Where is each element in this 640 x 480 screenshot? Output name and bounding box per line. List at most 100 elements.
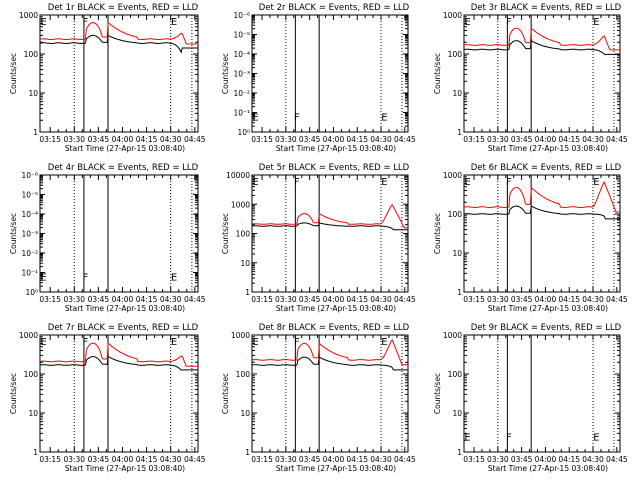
flag-f: F: [506, 17, 512, 28]
y-tick-label: 1: [33, 128, 38, 137]
x-tick-label: 03:30: [63, 295, 85, 304]
y-tick-label: 10: [28, 409, 38, 418]
y-tick-label: 1000: [443, 331, 462, 340]
x-tick-label: 03:45: [88, 135, 110, 144]
x-tick-label: 04:00: [535, 135, 557, 144]
y-tick-label: 1000: [231, 331, 250, 340]
series-line-lld: [463, 27, 620, 51]
y-tick-label: 10⁻⁴: [233, 50, 250, 59]
y-tick-label: 100: [448, 370, 463, 379]
panel-title: Det 4r BLACK = Events, RED = LLD: [48, 163, 199, 173]
y-tick-label: 1000: [443, 171, 462, 180]
x-tick-label: 04:30: [582, 295, 604, 304]
plot-frame: [39, 334, 199, 453]
flag-e: E: [40, 337, 46, 348]
plot-frame: [463, 334, 621, 453]
series-line-events: [463, 205, 620, 220]
flag-e: E: [381, 177, 387, 188]
y-tick-label: 1: [245, 288, 250, 297]
flag-f: F: [294, 337, 300, 348]
y-tick-label: 1000: [231, 200, 250, 209]
x-tick-label: 03:30: [487, 295, 509, 304]
y-tick-label: 10⁰: [25, 288, 38, 297]
x-tick-label: 04:15: [346, 295, 368, 304]
panel-title: Det 2r BLACK = Events, RED = LLD: [259, 3, 410, 13]
y-tick-label: 1000: [443, 11, 462, 20]
y-axis-label: Counts/sec: [433, 213, 442, 254]
y-tick-label: 100: [448, 50, 463, 59]
x-tick-label: 04:15: [558, 295, 580, 304]
flag-e: E: [381, 337, 387, 348]
panel-det-3r: Det 3r BLACK = Events, RED = LLD Counts/s…: [433, 3, 628, 153]
x-tick-label: 03:15: [463, 295, 485, 304]
flag-e: E: [252, 337, 258, 348]
x-tick-label: 04:45: [606, 295, 628, 304]
x-axis-label: Start Time (27-Apr-15 03:08:40): [488, 304, 608, 313]
y-tick-label: 100: [448, 210, 463, 219]
y-tick-label: 100: [236, 230, 251, 239]
series-line-lld: [39, 21, 198, 45]
y-axis-label: Counts/sec: [433, 373, 442, 414]
flag-e: E: [381, 112, 387, 123]
x-tick-label: 04:00: [112, 455, 134, 464]
x-tick-label: 04:00: [323, 295, 345, 304]
panel-title: Det 7r BLACK = Events, RED = LLD: [48, 323, 199, 333]
y-tick-label: 1000: [19, 331, 38, 340]
panel-det-5r: Det 5r BLACK = Events, RED = LLD Counts/s…: [221, 163, 416, 313]
x-tick-label: 04:30: [370, 295, 392, 304]
flag-e: E: [464, 17, 470, 28]
flag-e: E: [593, 177, 599, 188]
x-tick-label: 04:30: [160, 135, 182, 144]
x-tick-label: 03:15: [251, 455, 273, 464]
flag-f: F: [83, 272, 89, 283]
flag-e: E: [464, 432, 470, 443]
x-axis-label: Start Time (27-Apr-15 03:08:40): [65, 144, 185, 153]
panel-det-7r: Det 7r BLACK = Events, RED = LLD Counts/s…: [9, 323, 206, 473]
x-tick-label: 03:30: [63, 135, 85, 144]
y-tick-label: 1: [457, 128, 462, 137]
flag-e: E: [252, 112, 258, 123]
x-axis-label: Start Time (27-Apr-15 03:08:40): [276, 304, 396, 313]
panel-title: Det 8r BLACK = Events, RED = LLD: [259, 323, 410, 333]
x-tick-label: 03:45: [88, 295, 110, 304]
x-tick-label: 04:45: [606, 135, 628, 144]
y-tick-label: 100: [24, 370, 39, 379]
y-tick-label: 10⁻²: [21, 249, 38, 258]
x-tick-label: 04:45: [394, 455, 416, 464]
y-axis-label: Counts/sec: [221, 213, 230, 254]
y-tick-label: 1: [457, 448, 462, 457]
y-tick-label: 10⁻³: [233, 70, 250, 79]
y-axis-label: Counts/sec: [221, 373, 230, 414]
x-tick-label: 03:45: [299, 135, 321, 144]
y-tick-label: 1: [245, 448, 250, 457]
series-line-lld: [463, 181, 620, 213]
x-tick-label: 04:00: [535, 455, 557, 464]
x-tick-label: 04:15: [558, 455, 580, 464]
series-line-events: [251, 356, 408, 371]
flag-e: E: [252, 177, 258, 188]
panel-det-6r: Det 6r BLACK = Events, RED = LLD Counts/s…: [433, 163, 628, 313]
y-tick-label: 10⁻¹: [21, 269, 38, 278]
x-tick-label: 03:15: [251, 295, 273, 304]
x-tick-label: 04:30: [160, 295, 182, 304]
x-tick-label: 04:15: [346, 455, 368, 464]
x-tick-label: 03:30: [275, 455, 297, 464]
panel-title: Det 5r BLACK = Events, RED = LLD: [259, 163, 410, 173]
plot-frame: [463, 14, 621, 133]
panel-det-9r: Det 9r BLACK = Events, RED = LLD Counts/s…: [433, 323, 628, 473]
y-tick-label: 10⁻²: [233, 89, 250, 98]
x-tick-label: 04:45: [394, 295, 416, 304]
x-tick-label: 04:30: [582, 135, 604, 144]
x-tick-label: 04:00: [535, 295, 557, 304]
panel-title: Det 6r BLACK = Events, RED = LLD: [471, 163, 622, 173]
x-tick-label: 04:15: [136, 295, 158, 304]
y-tick-label: 100: [236, 370, 251, 379]
flag-e: E: [40, 272, 46, 283]
x-tick-label: 04:15: [558, 135, 580, 144]
series-line-events: [463, 39, 620, 55]
x-tick-label: 03:45: [511, 295, 533, 304]
y-tick-label: 10⁻³: [21, 230, 38, 239]
panel-det-4r: Det 4r BLACK = Events, RED = LLD Counts/s…: [9, 163, 206, 313]
x-tick-label: 04:15: [346, 135, 368, 144]
x-tick-label: 03:45: [299, 455, 321, 464]
